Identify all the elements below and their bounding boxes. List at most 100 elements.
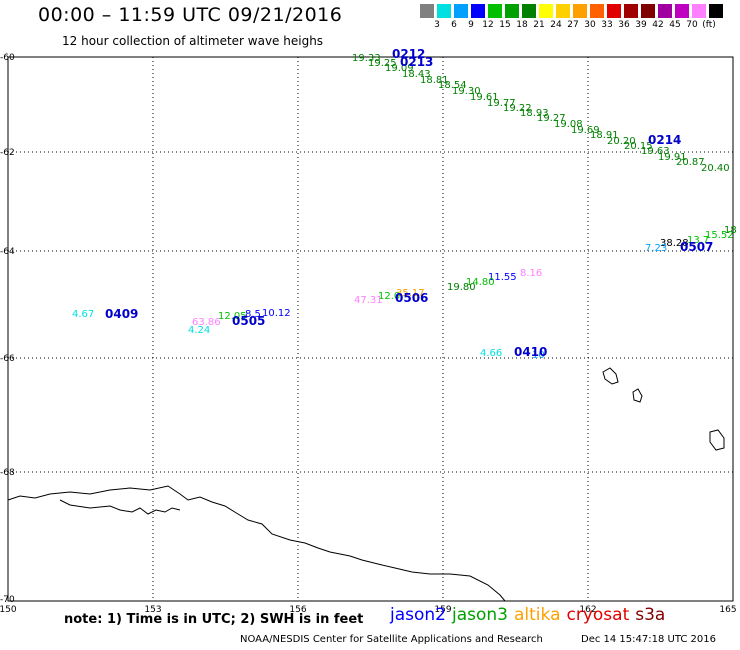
- legend-swatch: [556, 4, 570, 18]
- swh-observation: 19.09: [385, 63, 414, 74]
- legend-swatch: [505, 4, 519, 18]
- satellite-name: altika: [514, 605, 561, 625]
- legend-swatch: [709, 4, 723, 18]
- legend-swatch: [522, 4, 536, 18]
- swh-observation: 20.40: [701, 163, 730, 174]
- legend-label: 27: [567, 20, 579, 30]
- island-3: [709, 429, 725, 451]
- swh-observation: 19.25: [368, 58, 397, 69]
- longitude-tick-label: 156: [289, 605, 306, 615]
- swh-observation: 19.61: [470, 92, 499, 103]
- swh-observation: 12.05: [218, 311, 247, 322]
- legend-label: 39: [635, 20, 647, 30]
- legend-label: 21: [533, 20, 545, 30]
- swh-observation: 11.55: [488, 272, 517, 283]
- swh-observation: 8.5: [245, 309, 261, 320]
- swh-observation: 19.30: [452, 86, 481, 97]
- legend-swatch: [658, 4, 672, 18]
- legend-swatch: [624, 4, 638, 18]
- legend-swatch: [590, 4, 604, 18]
- legend-label: 33: [601, 20, 613, 30]
- latitude-tick-label: -60: [0, 53, 15, 63]
- pass-time-label: 0213: [400, 55, 433, 69]
- swh-observation: 18: [724, 225, 737, 236]
- swh-observation: 13.7: [687, 235, 709, 246]
- generation-timestamp: Dec 14 15:47:18 UTC 2016: [581, 634, 716, 645]
- pass-time-label: 0409: [105, 307, 138, 321]
- map-graticule: [8, 57, 733, 601]
- legend-label: 36: [618, 20, 630, 30]
- latitude-tick-label: -66: [0, 354, 15, 364]
- swh-observation: 10.12: [262, 308, 291, 319]
- antarctic-coastline: [7, 485, 506, 602]
- latitude-tick-label: -62: [0, 148, 15, 158]
- satellite-name: s3a: [635, 605, 666, 625]
- swh-observation: 20.87: [676, 157, 705, 168]
- legend-label: 3: [434, 20, 440, 30]
- legend-label: 42: [652, 20, 664, 30]
- swh-observation: 19.08: [554, 119, 583, 130]
- credit-line: NOAA/NESDIS Center for Satellite Applica…: [240, 634, 543, 645]
- legend-label: 9: [468, 20, 474, 30]
- swh-observation: 19.27: [537, 113, 566, 124]
- legend-label: 6: [451, 20, 457, 30]
- legend-swatch: [454, 4, 468, 18]
- latitude-tick-label: -70: [0, 595, 15, 605]
- pass-time-label: 0212: [392, 47, 425, 61]
- longitude-tick-label: 159: [434, 605, 451, 615]
- swh-observation: 19.91: [658, 152, 687, 163]
- longitude-tick-label: 150: [0, 605, 17, 615]
- swh-observation: 19.63: [641, 146, 670, 157]
- swh-observation: 19.80: [447, 282, 476, 293]
- legend-label: 15: [499, 20, 511, 30]
- swh-observation: 4.24: [188, 325, 210, 336]
- coastline-cape: [59, 499, 181, 515]
- legend-swatch: [488, 4, 502, 18]
- swh-observation: 4.66: [480, 348, 502, 359]
- swh-observation: 20.15: [624, 141, 653, 152]
- swh-observation: 14.80: [466, 277, 495, 288]
- legend-swatch: [641, 4, 655, 18]
- swh-observation: 18.91: [590, 130, 619, 141]
- satellite-name: jason3: [452, 605, 508, 625]
- swh-observation: 19.77: [487, 98, 516, 109]
- swh-observation: 18.81: [420, 75, 449, 86]
- legend-label: 24: [550, 20, 562, 30]
- legend-swatch: [573, 4, 587, 18]
- latitude-tick-label: -64: [0, 247, 15, 257]
- swh-observation: 4.67: [72, 309, 94, 320]
- pass-time-label: 0506: [395, 291, 428, 305]
- satellite-name: cryosat: [566, 605, 630, 625]
- legend-swatch: [675, 4, 689, 18]
- swh-observation: 18.93: [520, 108, 549, 119]
- legend-label: 70: [686, 20, 698, 30]
- longitude-tick-label: 153: [144, 605, 161, 615]
- satellite-name: jason2: [390, 605, 446, 625]
- pass-time-label: 0214: [648, 133, 681, 147]
- pass-time-label: 0410: [514, 345, 547, 359]
- satellite-key: jason2 jason3 altika cryosat s3a: [390, 605, 671, 625]
- latitude-tick-label: -68: [0, 468, 15, 478]
- map-subtitle: 12 hour collection of altimeter wave hei…: [62, 34, 324, 48]
- swh-observation: 19.33: [352, 53, 381, 64]
- swh-observation: 12.0: [378, 291, 400, 302]
- swh-observation: 19.69: [571, 125, 600, 136]
- island-2: [632, 388, 643, 403]
- swh-observation: 19.22: [503, 103, 532, 114]
- legend-swatch: [471, 4, 485, 18]
- swh-observation: 35.17: [396, 288, 425, 299]
- swh-observation: 10: [532, 350, 545, 361]
- legend-label: 30: [584, 20, 596, 30]
- swh-observation: 63.86: [192, 317, 221, 328]
- map-title: 00:00 – 11:59 UTC 09/21/2016: [38, 4, 343, 26]
- legend-swatch: [607, 4, 621, 18]
- swh-observation: 18.54: [438, 80, 467, 91]
- legend-label: 18: [516, 20, 528, 30]
- swh-observation: 15.52: [705, 230, 734, 241]
- wave-height-observations: 19.3319.2519.0918.4318.8118.5419.3019.61…: [72, 53, 737, 361]
- swh-observation: 8.16: [520, 268, 542, 279]
- legend-label: 12: [482, 20, 494, 30]
- swh-observation: 47.31: [354, 295, 383, 306]
